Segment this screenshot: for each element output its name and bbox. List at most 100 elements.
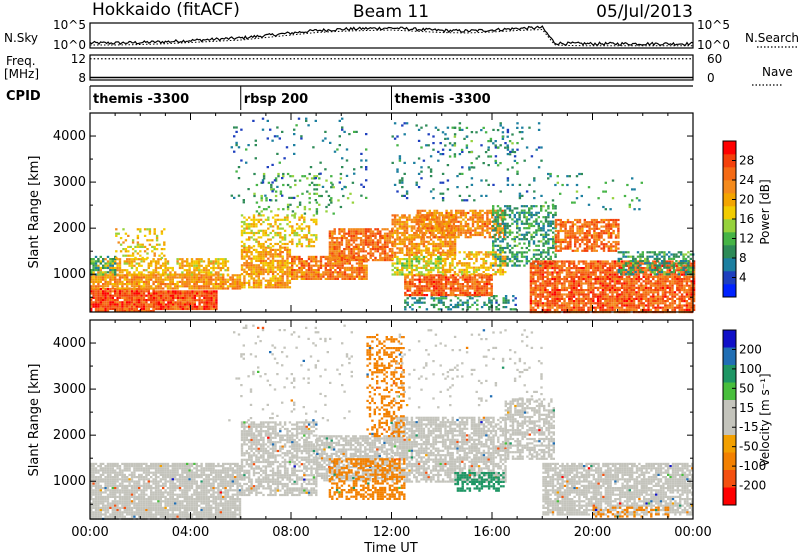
- colorbar-frame: [722, 329, 737, 506]
- xtick-label-2: 08:00: [272, 525, 309, 540]
- colorbar-swatch-10: [723, 154, 736, 168]
- power-heatmap: [90, 117, 696, 314]
- scatter-region-22: [391, 122, 543, 202]
- colorbar-swatch-4: [723, 232, 736, 246]
- colorbar-tick-label-5: 24: [739, 173, 754, 187]
- scatter-region-14: [404, 274, 493, 297]
- colorbar-tick-label-1: 8: [739, 251, 747, 265]
- scatter-region-19: [529, 260, 696, 314]
- scatter-region-1: [152, 290, 218, 311]
- velocity-colorbar-label: Velocity [m s⁻¹]: [758, 373, 772, 466]
- colorbar-swatch-5: [723, 219, 736, 233]
- xtick-label-1: 04:00: [172, 525, 209, 540]
- scatter-region-5: [115, 228, 166, 259]
- freq-label-top: Freq.: [6, 54, 36, 68]
- colorbar-tick-label-1: 100: [739, 362, 762, 376]
- scatter-region-4: [90, 255, 117, 276]
- nave-label: Nave: [762, 65, 793, 79]
- xtick-label-3: 12:00: [373, 525, 410, 540]
- scatter-region-20: [617, 251, 695, 276]
- scatter-region-2: [90, 274, 242, 290]
- colorbar-swatch-7: [723, 452, 736, 471]
- freq-left-tick-top: 12: [71, 52, 86, 66]
- scatter-region-9: [592, 506, 670, 518]
- colorbar-swatch-8: [723, 470, 736, 488]
- ytick-label-3: 4000: [53, 129, 86, 144]
- colorbar-swatch-3: [723, 245, 736, 259]
- scatter-region-6: [328, 458, 406, 500]
- colorbar-swatch-6: [723, 206, 736, 220]
- velocity-heatmap: [90, 324, 694, 520]
- ytick-label-2: 3000: [53, 175, 86, 190]
- scatter-region-24: [544, 172, 643, 211]
- colorbar-tick-label-4: -15: [739, 420, 759, 434]
- colorbar-swatch-9: [723, 487, 736, 506]
- ytick-label-0: 1000: [53, 267, 86, 282]
- freq-right-tick-bottom: 0: [707, 71, 715, 85]
- cpid-segment-label-1: rbsp 200: [244, 92, 308, 107]
- nsky-line: [89, 25, 694, 47]
- colorbar-swatch-8: [723, 180, 736, 194]
- xtick-label-5: 20:00: [574, 525, 611, 540]
- scatter-region-16: [441, 251, 507, 276]
- scatter-region-7: [240, 214, 318, 248]
- colorbar-swatch-1: [723, 271, 736, 285]
- scatter-region-8: [253, 172, 355, 215]
- nsky-left-tick-top: 10^5: [53, 18, 86, 32]
- colorbar-swatch-1: [723, 347, 736, 366]
- colorbar-swatch-3: [723, 382, 736, 401]
- scatter-region-8: [454, 472, 505, 492]
- freq-left-tick-bottom: 8: [78, 71, 86, 85]
- scatter-region-11: [391, 214, 457, 257]
- colorbar-swatch-2: [723, 258, 736, 272]
- scatter-region-3: [90, 258, 230, 276]
- nsky-panel: [89, 22, 694, 49]
- colorbar-tick-label-3: 16: [739, 212, 754, 226]
- nsky-label: N.Sky: [4, 31, 38, 45]
- xtick-label-0: 00:00: [71, 525, 108, 540]
- radar-title: Hokkaido (fitACF): [92, 0, 240, 20]
- colorbar-swatch-6: [723, 435, 736, 453]
- scatter-region-10: [328, 228, 394, 262]
- xtick-label-4: 16:00: [473, 525, 510, 540]
- scatter-region-10: [228, 324, 353, 422]
- power-axes: 1000 2000 3000 4000: [53, 112, 694, 312]
- power-ylabel: Slant Range [km]: [27, 156, 42, 269]
- scatter-region-0: [90, 462, 242, 520]
- colorbar-swatch-0: [723, 330, 736, 348]
- colorbar-tick-label-5: -50: [739, 440, 759, 454]
- colorbar-swatch-0: [723, 284, 736, 298]
- nsearch-label: N.Search: [745, 31, 799, 45]
- colorbar-swatch-11: [723, 141, 736, 155]
- scatter-region-4: [504, 398, 555, 460]
- scatter-region-18: [554, 218, 620, 252]
- cpid-segment-label-0: themis -3300: [93, 92, 189, 107]
- power-colorbar: 4 8 12 16 20 24 28: [722, 140, 754, 298]
- colorbar-tick-label-7: -200: [739, 479, 766, 493]
- colorbar-tick-label-0: 200: [739, 342, 762, 356]
- xtick-label-6: 00:00: [674, 525, 711, 540]
- colorbar-tick-label-4: 20: [739, 193, 754, 207]
- nsky-left-tick-bottom: 10^0: [53, 38, 86, 52]
- velocity-colorbar: 200 100 50 15 -15 -50 -100 -200: [722, 329, 766, 506]
- colorbar-tick-label-6: -100: [739, 459, 766, 473]
- nsky-trace: [89, 25, 694, 47]
- scatter-region-15: [391, 255, 442, 276]
- date-title: 05/Jul/2013: [596, 2, 693, 22]
- scatter-region-1: [240, 421, 318, 497]
- colorbar-swatch-4: [723, 400, 736, 418]
- colorbar-swatch-5: [723, 417, 736, 436]
- ytick-label-1: 2000: [53, 428, 86, 443]
- freq-right-tick-top: 60: [707, 52, 722, 66]
- cpid-segment-label-2: themis -3300: [395, 92, 491, 107]
- ytick-label-0: 1000: [53, 474, 86, 489]
- xlabel: Time UT: [363, 541, 417, 554]
- colorbar-swatch-2: [723, 365, 736, 383]
- scatter-region-6: [240, 246, 292, 289]
- ytick-label-1: 2000: [53, 221, 86, 236]
- freq-label-bottom: [MHz]: [4, 67, 39, 81]
- scatter-region-0: [90, 288, 155, 313]
- nsky-right-tick-bottom: 10^0: [697, 38, 730, 52]
- colorbar-tick-label-0: 4: [739, 271, 747, 285]
